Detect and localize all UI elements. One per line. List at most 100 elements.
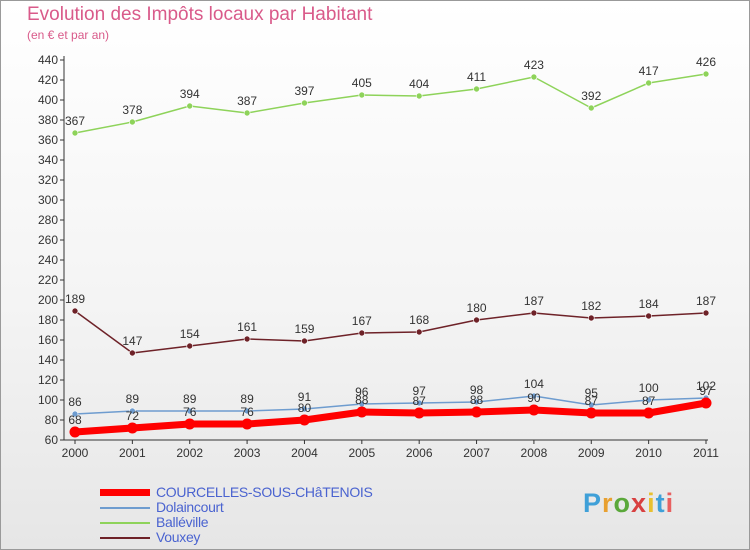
data-label: 404	[409, 77, 429, 91]
y-tick-label: 80	[45, 413, 59, 427]
data-label: 397	[294, 84, 314, 98]
data-point	[356, 406, 368, 418]
data-label: 187	[696, 294, 716, 308]
series-line	[74, 310, 707, 354]
data-label: 76	[183, 405, 197, 419]
data-point	[129, 407, 136, 415]
data-label: 89	[126, 392, 140, 406]
legend-label: Vouxey	[156, 529, 201, 545]
data-label: 378	[122, 103, 142, 117]
data-point	[415, 92, 423, 100]
y-tick-label: 340	[38, 153, 58, 167]
data-label: 423	[524, 58, 544, 72]
legend-swatch	[100, 522, 150, 524]
data-point	[301, 337, 308, 345]
y-tick-label: 440	[38, 53, 58, 67]
y-tick-label: 240	[38, 253, 58, 267]
data-label: 96	[355, 385, 369, 399]
data-label: 87	[413, 394, 427, 408]
x-tick-label: 2011	[693, 446, 719, 460]
data-label: 180	[467, 301, 487, 315]
x-tick-label: 2003	[234, 446, 261, 460]
logo-letter: o	[613, 488, 632, 518]
series-line	[71, 399, 710, 436]
legend-swatch	[100, 489, 150, 496]
data-point	[702, 309, 710, 317]
data-label: 88	[355, 393, 369, 407]
y-tick-label: 100	[38, 393, 58, 407]
data-point	[243, 407, 251, 415]
legend-swatch	[100, 537, 150, 539]
y-tick-label: 160	[38, 333, 58, 347]
chart-title: Evolution des Impôts locaux par Habitant	[27, 4, 373, 25]
data-point	[71, 129, 79, 137]
data-label: 87	[642, 394, 656, 408]
data-point	[530, 73, 538, 81]
chart-subtitle: (en € et par an)	[27, 28, 110, 42]
series-line	[74, 73, 707, 134]
data-point	[184, 418, 196, 430]
y-tick-label: 280	[38, 213, 58, 227]
data-point	[243, 109, 251, 117]
data-point	[71, 410, 79, 418]
data-label: 97	[699, 384, 713, 398]
data-point	[473, 398, 480, 406]
data-point	[700, 397, 712, 409]
chart-legend: COURCELLES-SOUS-CHâTENOIS Dolaincourt Ba…	[100, 484, 460, 545]
y-tick-label: 200	[38, 293, 58, 307]
data-point	[298, 414, 310, 426]
data-label: 167	[352, 314, 372, 328]
data-point	[186, 102, 194, 110]
data-label: 76	[240, 405, 254, 419]
x-tick-label: 2010	[635, 446, 662, 460]
data-point	[358, 91, 366, 99]
data-point	[413, 407, 425, 419]
data-label: 182	[581, 299, 601, 313]
x-tick-label: 2001	[119, 446, 146, 460]
data-point	[186, 342, 194, 350]
data-label: 159	[294, 322, 314, 336]
data-label: 147	[122, 334, 142, 348]
data-label: 184	[639, 297, 659, 311]
data-label: 87	[585, 394, 599, 408]
data-label: 405	[352, 76, 372, 90]
data-point	[71, 307, 79, 315]
y-tick-label: 320	[38, 173, 58, 187]
data-label: 367	[65, 114, 85, 128]
data-label: 88	[470, 393, 484, 407]
y-tick-label: 400	[38, 93, 58, 107]
data-label: 91	[298, 390, 312, 404]
logo-letter: i	[665, 488, 675, 518]
y-tick-label: 380	[38, 113, 58, 127]
data-label: 89	[183, 392, 197, 406]
legend-swatch	[100, 507, 150, 509]
data-label: 189	[65, 292, 85, 306]
x-tick-label: 2007	[463, 446, 490, 460]
data-point	[415, 328, 423, 336]
data-point	[473, 85, 480, 93]
y-tick-label: 360	[38, 133, 58, 147]
data-label: 394	[180, 87, 200, 101]
data-point	[129, 118, 136, 126]
data-point	[358, 329, 366, 337]
legend-item-courcelles: COURCELLES-SOUS-CHâTENOIS	[100, 484, 460, 500]
data-label: 95	[585, 386, 599, 400]
x-tick-label: 2002	[176, 446, 203, 460]
data-point	[415, 399, 423, 407]
data-point	[530, 392, 538, 400]
proxiti-logo[interactable]: Proxiti	[583, 488, 674, 519]
data-point	[186, 407, 194, 415]
legend-item-balleville: Balléville	[100, 514, 460, 530]
y-tick-label: 120	[38, 373, 58, 387]
data-point	[473, 316, 480, 324]
data-point	[301, 99, 308, 107]
data-point	[643, 407, 655, 419]
y-tick-label: 260	[38, 233, 58, 247]
legend-label: Balléville	[156, 514, 209, 530]
data-point	[587, 314, 595, 322]
logo-letter: t	[655, 488, 666, 518]
data-point	[585, 407, 597, 419]
logo-letter: P	[583, 488, 603, 518]
data-label: 392	[581, 89, 601, 103]
